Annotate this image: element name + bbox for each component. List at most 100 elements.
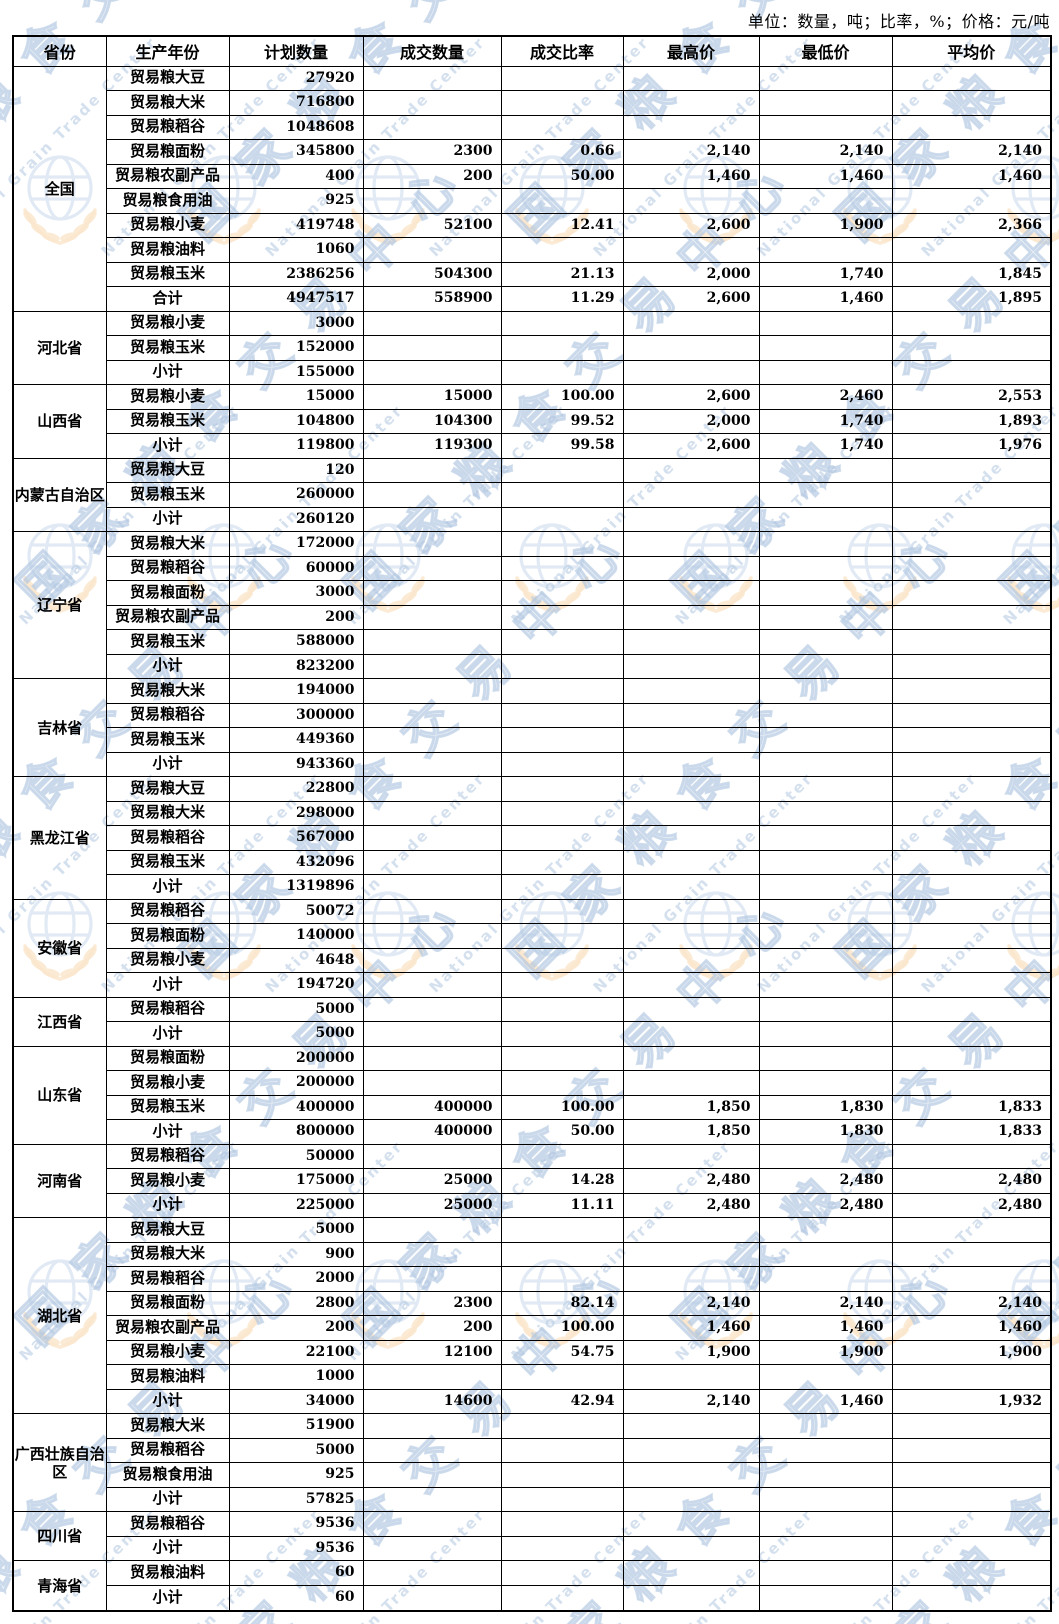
- table-row: 贸易粮小麦 175000 25000 14.28 2,480 2,480 2,480: [13, 1168, 1052, 1194]
- value-cell: [500, 1535, 624, 1561]
- value-cell: [362, 359, 502, 385]
- value-cell: [500, 996, 624, 1022]
- value-cell: 1,900: [891, 1339, 1052, 1365]
- value-cell: [362, 653, 502, 679]
- value-cell: [758, 1266, 893, 1292]
- value-cell: 1,460: [622, 1315, 760, 1341]
- value-cell: [758, 776, 893, 802]
- table-row: 河南省 贸易粮稻谷 50000: [12, 1143, 1052, 1218]
- value-cell: [622, 359, 760, 385]
- value-cell: [758, 1045, 893, 1071]
- column-header-4: 成交比率: [500, 35, 624, 67]
- value-cell: [622, 1584, 760, 1612]
- value-cell: 11.29: [500, 286, 624, 312]
- value-cell: [622, 776, 760, 802]
- value-cell: [758, 531, 893, 557]
- value-cell: 400000: [228, 1094, 364, 1120]
- grain-type-cell: 贸易粮玉米: [105, 482, 230, 508]
- value-cell: [758, 506, 893, 532]
- province-cell: 河南省: [12, 1143, 107, 1218]
- value-cell: [891, 923, 1052, 949]
- value-cell: 5000: [228, 1021, 364, 1047]
- table-row: 贸易粮农副产品 400 200 50.00 1,460 1,460 1,460: [13, 163, 1052, 189]
- grain-type-cell: 贸易粮面粉: [105, 923, 230, 949]
- value-cell: [362, 1535, 502, 1561]
- value-cell: 1,850: [622, 1094, 760, 1120]
- value-cell: [622, 114, 760, 140]
- value-cell: [622, 1413, 760, 1439]
- grain-type-cell: 贸易粮玉米: [105, 335, 230, 361]
- table-row: 贸易粮稻谷 2000: [13, 1266, 1052, 1292]
- value-cell: [758, 1486, 893, 1512]
- value-cell: 2,000: [622, 261, 760, 287]
- value-cell: [622, 1511, 760, 1537]
- value-cell: 34000: [228, 1388, 364, 1414]
- value-cell: 925: [228, 188, 364, 214]
- value-cell: 260000: [228, 482, 364, 508]
- value-cell: 419748: [228, 212, 364, 238]
- value-cell: 400000: [362, 1094, 502, 1120]
- value-cell: [891, 1462, 1052, 1488]
- value-cell: [362, 923, 502, 949]
- column-header-1: 生产年份: [105, 35, 230, 67]
- value-cell: [500, 555, 624, 581]
- value-cell: [758, 1143, 893, 1169]
- grain-type-cell: 贸易粮大米: [105, 800, 230, 826]
- table-row: 贸易粮小麦 4648: [13, 947, 1052, 973]
- grain-type-cell: 小计: [105, 1584, 230, 1612]
- value-cell: 100.00: [500, 1315, 624, 1341]
- value-cell: [622, 874, 760, 900]
- grain-type-cell: 贸易粮稻谷: [105, 1266, 230, 1292]
- grain-type-cell: 贸易粮农副产品: [105, 1315, 230, 1341]
- value-cell: [891, 727, 1052, 753]
- value-cell: 12.41: [500, 212, 624, 238]
- value-cell: [622, 629, 760, 655]
- table-row: 合计 4947517 558900 11.29 2,600 1,460 1,895: [13, 286, 1052, 312]
- value-cell: 2,140: [758, 139, 893, 165]
- value-cell: [891, 972, 1052, 998]
- value-cell: [758, 237, 893, 263]
- value-cell: 200: [228, 1315, 364, 1341]
- column-header-6: 最低价: [758, 35, 893, 67]
- value-cell: [362, 580, 502, 606]
- value-cell: 1,900: [758, 212, 893, 238]
- grain-type-cell: 小计: [105, 653, 230, 679]
- value-cell: 432096: [228, 849, 364, 875]
- value-cell: [622, 531, 760, 557]
- value-cell: [891, 1217, 1052, 1243]
- province-cell: 山东省: [12, 1045, 107, 1145]
- grain-type-cell: 贸易粮稻谷: [105, 114, 230, 140]
- value-cell: [758, 898, 893, 924]
- value-cell: 200: [228, 604, 364, 630]
- grain-type-cell: 小计: [105, 1119, 230, 1145]
- grain-type-cell: 贸易粮玉米: [105, 629, 230, 655]
- table-row: 贸易粮稻谷 60000: [13, 555, 1052, 581]
- value-cell: 152000: [228, 335, 364, 361]
- value-cell: [362, 531, 502, 557]
- value-cell: 9536: [228, 1511, 364, 1537]
- value-cell: [500, 1217, 624, 1243]
- value-cell: [622, 188, 760, 214]
- value-cell: [362, 506, 502, 532]
- table-row: 山西省 贸易粮小麦 15000 15000 100.00 2,600 2,460 2,553: [12, 384, 1052, 459]
- value-cell: [622, 1045, 760, 1071]
- value-cell: [500, 849, 624, 875]
- value-cell: 42.94: [500, 1388, 624, 1414]
- value-cell: 1060: [228, 237, 364, 263]
- value-cell: [362, 188, 502, 214]
- value-cell: [500, 1511, 624, 1537]
- value-cell: 449360: [228, 727, 364, 753]
- value-cell: [500, 702, 624, 728]
- table-row: 贸易粮玉米 588000: [13, 629, 1052, 655]
- column-header-3: 成交数量: [362, 35, 502, 67]
- value-cell: [758, 923, 893, 949]
- value-cell: [891, 898, 1052, 924]
- value-cell: 2,600: [622, 212, 760, 238]
- value-cell: 2386256: [228, 261, 364, 287]
- value-cell: 2,460: [758, 384, 893, 410]
- value-cell: [891, 1560, 1052, 1586]
- grain-type-cell: 贸易粮小麦: [105, 384, 230, 410]
- value-cell: 25000: [362, 1192, 502, 1218]
- grain-type-cell: 贸易粮稻谷: [105, 898, 230, 924]
- value-cell: 1,740: [758, 408, 893, 434]
